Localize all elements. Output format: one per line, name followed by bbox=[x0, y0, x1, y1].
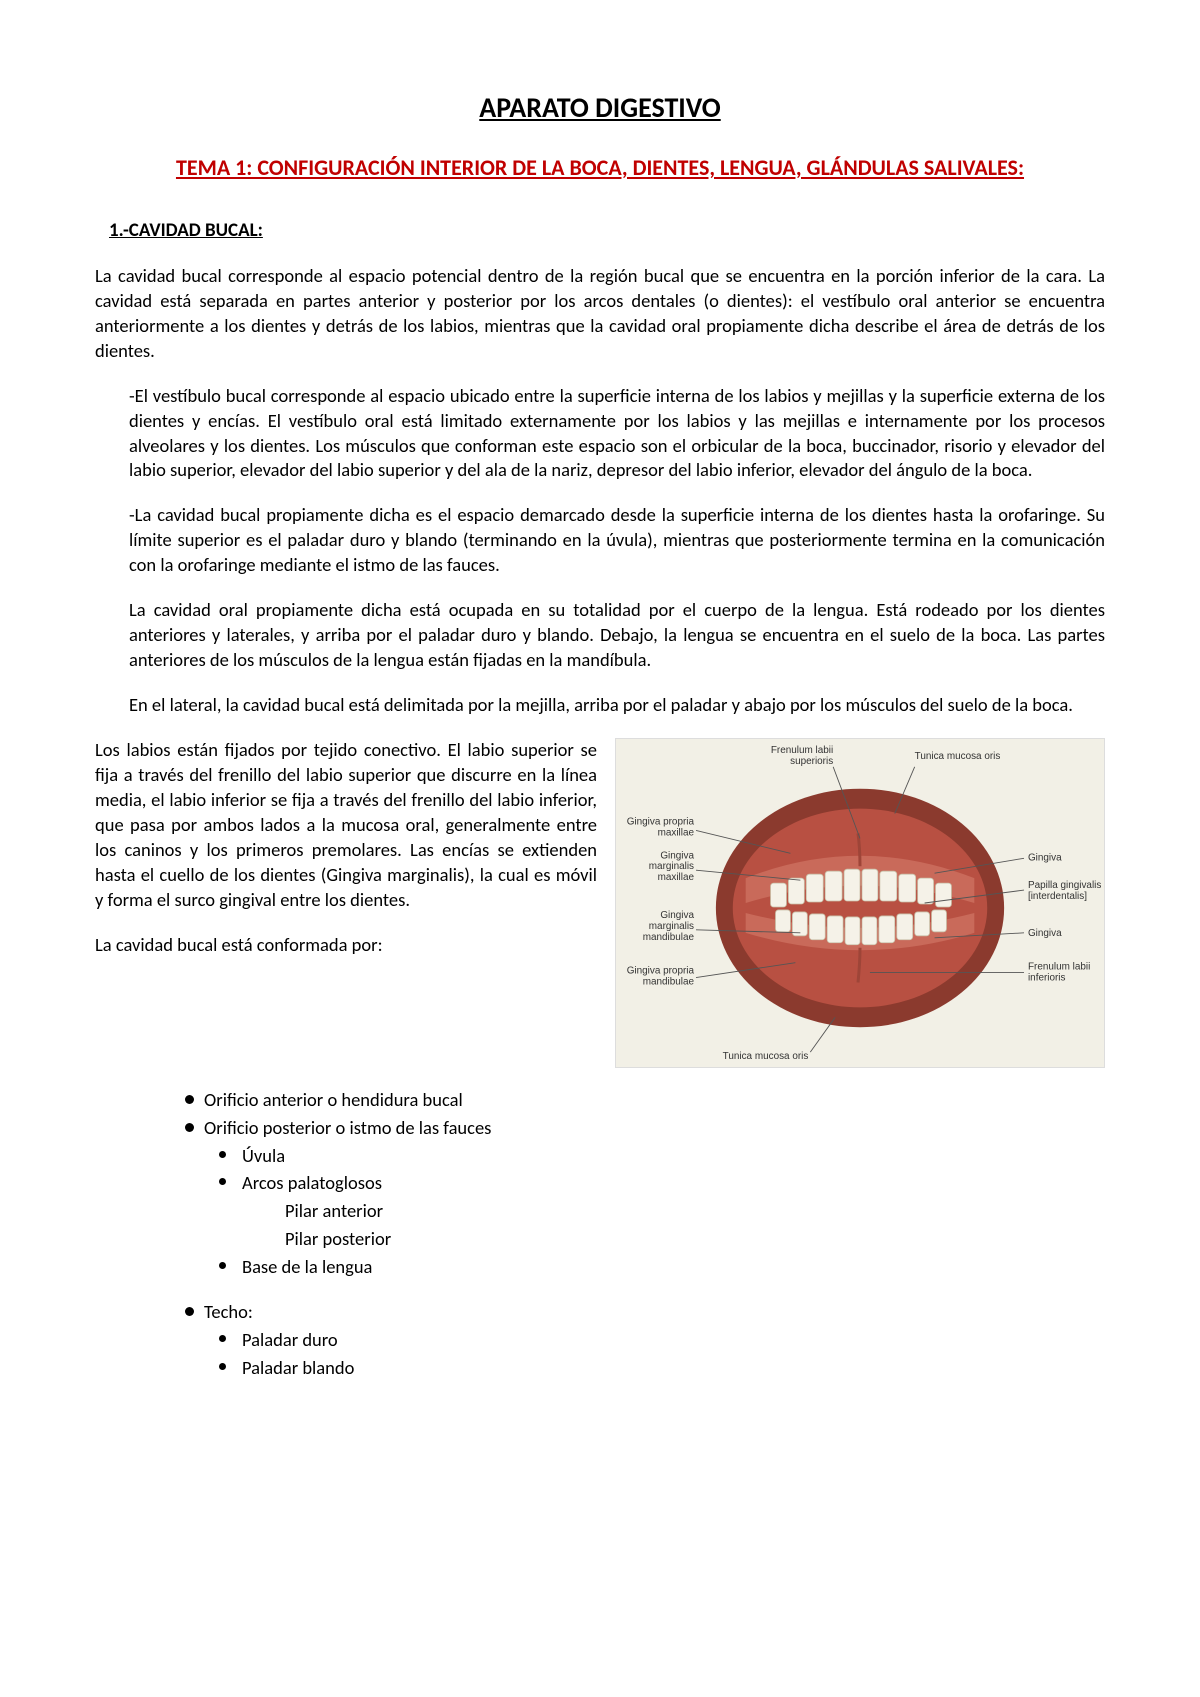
list-item-label: Paladar blando bbox=[242, 1354, 354, 1382]
fig-label: Frenulum labii bbox=[771, 745, 833, 756]
fig-label: Gingiva bbox=[660, 850, 694, 861]
fig-label: Tunica mucosa oris bbox=[915, 751, 1001, 762]
fig-label: Gingiva propria bbox=[627, 817, 695, 828]
fig-label: maxillae bbox=[658, 872, 695, 883]
bullet-icon bbox=[219, 1262, 226, 1269]
mouth-diagram: Frenulum labii superioris Tunica mucosa … bbox=[616, 739, 1104, 1067]
paragraph: En el lateral, la cavidad bucal está del… bbox=[129, 693, 1105, 718]
paragraph: -El vestíbulo bucal corresponde al espac… bbox=[129, 384, 1105, 484]
list-item: Orificio anterior o hendidura bucal bbox=[185, 1086, 1105, 1114]
text-column: Los labios están fijados por tejido cone… bbox=[95, 738, 597, 1068]
fig-label: Gingiva bbox=[1028, 928, 1062, 939]
list-item: Paladar duro bbox=[185, 1326, 1105, 1354]
paragraph: Los labios están fijados por tejido cone… bbox=[95, 738, 597, 913]
list-item-label: Arcos palatoglosos bbox=[242, 1169, 382, 1197]
list-item: Pilar posterior bbox=[285, 1225, 1105, 1253]
bullet-icon bbox=[219, 1335, 226, 1342]
list-item: Techo: bbox=[185, 1298, 1105, 1326]
list-item-label: Techo: bbox=[204, 1298, 253, 1326]
bullet-icon bbox=[219, 1363, 226, 1370]
fig-label: marginalis bbox=[649, 861, 694, 872]
fig-label: marginalis bbox=[649, 921, 694, 932]
fig-label: Papilla gingivalis bbox=[1028, 880, 1101, 891]
figure-column: Frenulum labii superioris Tunica mucosa … bbox=[615, 738, 1105, 1068]
fig-label: mandibulae bbox=[643, 977, 695, 988]
list-item-label: Úvula bbox=[242, 1142, 285, 1170]
fig-label: Gingiva bbox=[660, 910, 694, 921]
fig-label: inferioris bbox=[1028, 973, 1066, 984]
fig-label: superioris bbox=[790, 756, 833, 767]
paragraph: -La cavidad bucal propiamente dicha es e… bbox=[129, 503, 1105, 578]
fig-label: [interdentalis] bbox=[1028, 891, 1087, 902]
list-item: Base de la lengua bbox=[185, 1253, 1105, 1281]
list-item-label: Base de la lengua bbox=[242, 1253, 372, 1281]
bullet-icon bbox=[185, 1123, 194, 1132]
list-item: Úvula bbox=[185, 1142, 1105, 1170]
list-item-label: Pilar anterior bbox=[285, 1197, 383, 1225]
paragraph: La cavidad bucal corresponde al espacio … bbox=[95, 264, 1105, 364]
list-item: Pilar anterior bbox=[285, 1197, 1105, 1225]
fig-label: Frenulum labii bbox=[1028, 962, 1090, 973]
list-item: Paladar blando bbox=[185, 1354, 1105, 1382]
list-item-label: Orificio posterior o istmo de las fauces bbox=[204, 1114, 491, 1142]
fig-label: maxillae bbox=[658, 828, 695, 839]
list-item-label: Paladar duro bbox=[242, 1326, 338, 1354]
list-item-label: Pilar posterior bbox=[285, 1225, 391, 1253]
paragraph: La cavidad oral propiamente dicha está o… bbox=[129, 598, 1105, 673]
components-list: Orificio anterior o hendidura bucal Orif… bbox=[185, 1086, 1105, 1382]
bullet-icon bbox=[185, 1095, 194, 1104]
bullet-icon bbox=[219, 1178, 226, 1185]
bullet-icon bbox=[219, 1151, 226, 1158]
text-figure-row: Los labios están fijados por tejido cone… bbox=[95, 738, 1105, 1068]
anatomy-figure: Frenulum labii superioris Tunica mucosa … bbox=[615, 738, 1105, 1068]
bullet-icon bbox=[185, 1307, 194, 1316]
list-item: Arcos palatoglosos bbox=[185, 1169, 1105, 1197]
page-title: APARATO DIGESTIVO bbox=[95, 90, 1105, 125]
fig-label: Tunica mucosa oris bbox=[723, 1051, 809, 1062]
list-item-label: Orificio anterior o hendidura bucal bbox=[204, 1086, 463, 1114]
topic-title: TEMA 1: CONFIGURACIÓN INTERIOR DE LA BOC… bbox=[95, 153, 1105, 183]
paragraph: La cavidad bucal está conformada por: bbox=[95, 933, 597, 958]
fig-label: Gingiva propria bbox=[627, 966, 695, 977]
list-item: Orificio posterior o istmo de las fauces bbox=[185, 1114, 1105, 1142]
fig-label: mandibulae bbox=[643, 932, 695, 943]
fig-label: Gingiva bbox=[1028, 852, 1062, 863]
section-heading-1: 1.-CAVIDAD BUCAL: bbox=[109, 219, 1105, 242]
